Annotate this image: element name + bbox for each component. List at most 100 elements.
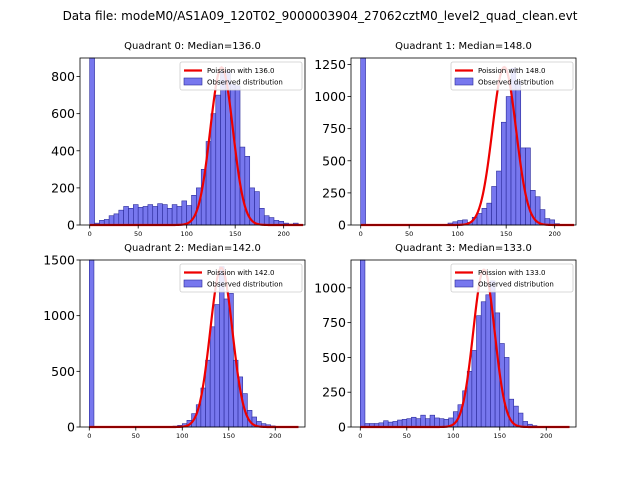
y-tick-label: 1500 bbox=[43, 253, 75, 268]
histogram-bar bbox=[501, 121, 507, 226]
histogram-bar bbox=[181, 200, 187, 226]
quadrant-1-legend: Poission with 148.0 Observed distribution bbox=[450, 61, 574, 91]
histogram-bar bbox=[137, 207, 144, 226]
quadrant-1-title: Quadrant 1: Median=148.0 bbox=[395, 41, 532, 52]
histogram-bar bbox=[360, 259, 366, 428]
x-tick-label: 0 bbox=[359, 230, 363, 238]
legend-bar-swatch bbox=[454, 77, 474, 86]
x-tick-label: 50 bbox=[134, 230, 142, 238]
histogram-bar bbox=[481, 208, 488, 226]
quadrant-0-legend: Poission with 136.0 Observed distribution bbox=[179, 61, 303, 91]
quadrant-2-legend: Poission with 142.0 Observed distribution bbox=[179, 263, 303, 293]
poisson-fit-line bbox=[360, 65, 575, 227]
quadrant-0-plot: Quadrant 0: Median=136.0 0 200 400 600 800 0 5… bbox=[51, 41, 306, 238]
histogram-bar bbox=[415, 418, 422, 428]
quadrant-0-bars bbox=[89, 57, 304, 226]
histogram-bar bbox=[480, 301, 487, 428]
x-tick-label: 0 bbox=[358, 432, 362, 440]
legend-fit-label: Poission with 148.0 bbox=[478, 67, 546, 75]
y-tick-label: 500 bbox=[322, 153, 346, 168]
x-tick-label: 0 bbox=[87, 432, 91, 440]
histogram-bar bbox=[209, 326, 216, 428]
histogram-bar bbox=[434, 417, 440, 428]
histogram-bar bbox=[108, 215, 115, 226]
quadrant-3-legend: Poission with 133.0 Observed distribution bbox=[450, 263, 574, 293]
histogram-bar bbox=[496, 170, 502, 226]
histogram-bar bbox=[162, 204, 168, 226]
legend-bar-swatch bbox=[183, 77, 203, 86]
x-tick-label: 200 bbox=[277, 230, 289, 238]
y-tick-label: 750 bbox=[322, 121, 346, 136]
x-tick-label: 150 bbox=[229, 230, 241, 238]
histogram-bar bbox=[429, 414, 435, 428]
quadrant-1-fit bbox=[360, 65, 575, 227]
axes-frame bbox=[79, 259, 306, 428]
legend-observed-label: Observed distribution bbox=[207, 79, 283, 87]
histogram-bar bbox=[518, 412, 524, 428]
y-tick-label: 1000 bbox=[43, 308, 75, 323]
histogram-bar bbox=[166, 208, 173, 226]
x-tick-label: 50 bbox=[132, 432, 140, 440]
x-tick-label: 200 bbox=[540, 432, 552, 440]
histogram-bar bbox=[142, 206, 149, 226]
histogram-bar bbox=[360, 57, 366, 226]
x-tick-label: 100 bbox=[451, 230, 463, 238]
legend-observed-label: Observed distribution bbox=[478, 281, 554, 289]
histogram-bar bbox=[420, 414, 426, 428]
quadrant-2-title: Quadrant 2: Median=142.0 bbox=[124, 243, 261, 254]
histogram-bar bbox=[214, 304, 220, 428]
histogram-bar bbox=[220, 70, 226, 226]
histogram-bar bbox=[123, 206, 129, 226]
histogram-bar bbox=[176, 206, 183, 226]
histogram-bar bbox=[263, 215, 270, 226]
legend-observed-label: Observed distribution bbox=[478, 79, 554, 87]
x-tick-label: 100 bbox=[447, 432, 459, 440]
x-tick-label: 100 bbox=[180, 230, 192, 238]
y-tick-label: 0 bbox=[338, 218, 346, 233]
x-tick-label: 50 bbox=[405, 230, 413, 238]
x-tick-label: 50 bbox=[403, 432, 411, 440]
y-tick-label: 500 bbox=[51, 364, 75, 379]
y-tick-label: 0 bbox=[67, 218, 75, 233]
histogram-bar bbox=[486, 202, 492, 226]
histogram-bar bbox=[152, 206, 158, 226]
histogram-bar bbox=[425, 418, 431, 428]
quadrant-3-title: Quadrant 3: Median=133.0 bbox=[395, 243, 532, 254]
histogram-bar bbox=[118, 209, 124, 226]
histogram-bar bbox=[157, 203, 163, 226]
y-tick-label: 1000 bbox=[314, 280, 346, 295]
x-tick-label: 100 bbox=[176, 432, 188, 440]
legend-observed-label: Observed distribution bbox=[207, 281, 283, 289]
x-tick-label: 200 bbox=[548, 230, 560, 238]
histogram-bar bbox=[171, 204, 178, 226]
histogram-bar bbox=[439, 418, 445, 428]
y-tick-label: 800 bbox=[51, 69, 75, 84]
quadrant-2-plot: Quadrant 2: Median=142.0 0 500 1000 1500 0 50… bbox=[43, 243, 306, 440]
y-tick-label: 400 bbox=[51, 143, 75, 158]
histogram-bar bbox=[525, 147, 531, 226]
histogram-bar bbox=[491, 186, 497, 226]
histogram-bar bbox=[401, 419, 408, 428]
histogram-bar bbox=[476, 213, 483, 226]
x-tick-label: 150 bbox=[500, 230, 512, 238]
histogram-bar bbox=[223, 298, 230, 428]
legend-fit-label: Poission with 133.0 bbox=[478, 269, 546, 277]
histogram-bar bbox=[259, 208, 265, 226]
quadrant-3-axes: 0 250 500 750 1000 0 50 100 150 200 bbox=[314, 259, 577, 440]
histogram-bar bbox=[89, 57, 95, 226]
histogram-bar bbox=[210, 113, 217, 226]
quadrant-1-axes: 0 250 500 750 1000 1250 0 50 100 150 200 bbox=[314, 57, 577, 238]
histogram-bar bbox=[133, 204, 139, 226]
histogram-bar bbox=[215, 94, 221, 226]
histogram-bar bbox=[411, 416, 417, 428]
quadrant-2-axes: 0 500 1000 1500 0 50 100 150 200 bbox=[43, 253, 306, 440]
y-tick-label: 1000 bbox=[314, 89, 346, 104]
x-tick-label: 150 bbox=[494, 432, 506, 440]
histogram-bar bbox=[406, 418, 412, 428]
axes-frame bbox=[350, 57, 577, 226]
x-tick-label: 150 bbox=[223, 432, 235, 440]
histogram-bar bbox=[128, 208, 134, 226]
y-tick-label: 200 bbox=[51, 180, 75, 195]
histogram-bar bbox=[505, 96, 512, 226]
